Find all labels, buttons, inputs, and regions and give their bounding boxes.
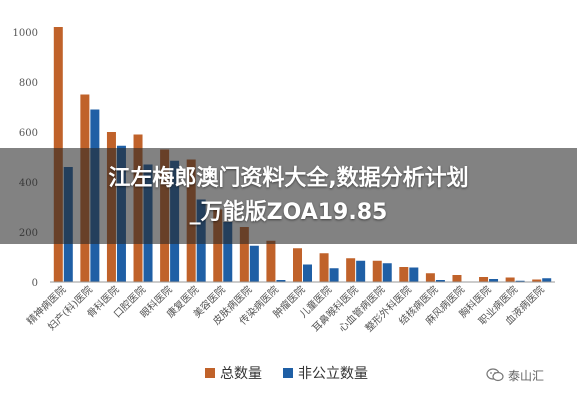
y-tick-label: 600 bbox=[19, 128, 38, 139]
bar-private bbox=[409, 267, 419, 282]
overlay-title-line2: _万能版ZOA19.85 bbox=[189, 200, 388, 225]
bar-private bbox=[223, 222, 233, 282]
bar-total bbox=[293, 248, 302, 282]
bar-total bbox=[319, 253, 329, 282]
bar-total bbox=[532, 279, 542, 282]
bar-private bbox=[276, 280, 286, 282]
legend-label-total: 总数量 bbox=[220, 366, 262, 382]
bar-total bbox=[479, 277, 489, 282]
x-axis-labels: 精神病医院妇产(科)医院骨科医院口腔医院眼科医院康复医院美容医院皮肤病医院传染病… bbox=[24, 283, 547, 335]
y-tick-label: 800 bbox=[19, 78, 38, 89]
y-tick-label: 1000 bbox=[13, 28, 38, 39]
bar-total bbox=[425, 273, 435, 282]
bar-total bbox=[239, 227, 249, 282]
overlay-title: 江左梅郎澳门资料大全,数据分析计划 _万能版ZOA19.85 bbox=[0, 162, 577, 230]
bar-private bbox=[542, 278, 552, 282]
bar-private bbox=[515, 280, 525, 282]
wechat-logo-icon bbox=[486, 368, 504, 382]
bar-total bbox=[213, 209, 223, 282]
legend: 总数量 非公立数量 bbox=[205, 366, 368, 382]
bar-private bbox=[249, 245, 259, 282]
bar-private bbox=[356, 260, 366, 282]
bar-private bbox=[382, 263, 392, 282]
bar-total bbox=[372, 260, 382, 282]
bar-private bbox=[489, 279, 499, 282]
bar-total bbox=[399, 267, 409, 282]
bar-total bbox=[266, 240, 276, 282]
legend-label-private: 非公立数量 bbox=[298, 366, 368, 382]
title-overlay-band bbox=[0, 148, 577, 244]
bar-private bbox=[303, 264, 312, 282]
y-tick-label: 0 bbox=[32, 278, 38, 289]
watermark-text: 泰山汇 bbox=[508, 368, 545, 383]
bar-total bbox=[505, 277, 515, 282]
legend-swatch-total bbox=[205, 368, 215, 378]
bar-total bbox=[452, 275, 462, 282]
watermark: 泰山汇 bbox=[486, 366, 544, 384]
bar-private bbox=[329, 268, 339, 282]
bar-private bbox=[435, 280, 445, 282]
bar-total bbox=[346, 258, 356, 282]
overlay-title-line1: 江左梅郎澳门资料大全,数据分析计划 bbox=[108, 166, 469, 191]
legend-swatch-private bbox=[283, 368, 293, 378]
